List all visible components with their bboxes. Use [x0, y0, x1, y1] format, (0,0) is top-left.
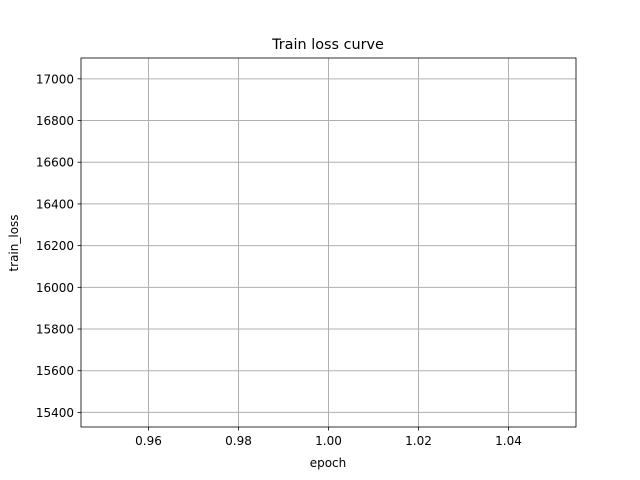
grid [81, 58, 576, 427]
y-tick-label: 17000 [36, 72, 74, 86]
y-tick-label: 16800 [36, 114, 74, 128]
x-tick-label: 1.02 [405, 434, 432, 448]
y-axis-label: train_loss [7, 214, 21, 271]
x-tick-label: 0.98 [225, 434, 252, 448]
x-tick-label: 0.96 [135, 434, 162, 448]
y-tick-label: 16000 [36, 281, 74, 295]
x-tick-label: 1.00 [315, 434, 342, 448]
y-tick-label: 16200 [36, 239, 74, 253]
y-tick-label: 15400 [36, 406, 74, 420]
y-tick-label: 16600 [36, 156, 74, 170]
x-axis-label: epoch [310, 456, 347, 470]
y-tick-label: 16400 [36, 197, 74, 211]
chart-title: Train loss curve [271, 37, 384, 53]
y-axis-ticks: 15400 15600 15800 16000 16200 16400 16600 16800… [36, 72, 81, 420]
plot-area: 0.96 0.98 1.00 1.02 1.04 15400 15600 15800 1600… [36, 57, 577, 448]
x-axis-ticks: 0.96 0.98 1.00 1.02 1.04 [135, 427, 522, 448]
y-tick-label: 15800 [36, 323, 74, 337]
x-tick-label: 1.04 [495, 434, 522, 448]
y-tick-label: 15600 [36, 364, 74, 378]
